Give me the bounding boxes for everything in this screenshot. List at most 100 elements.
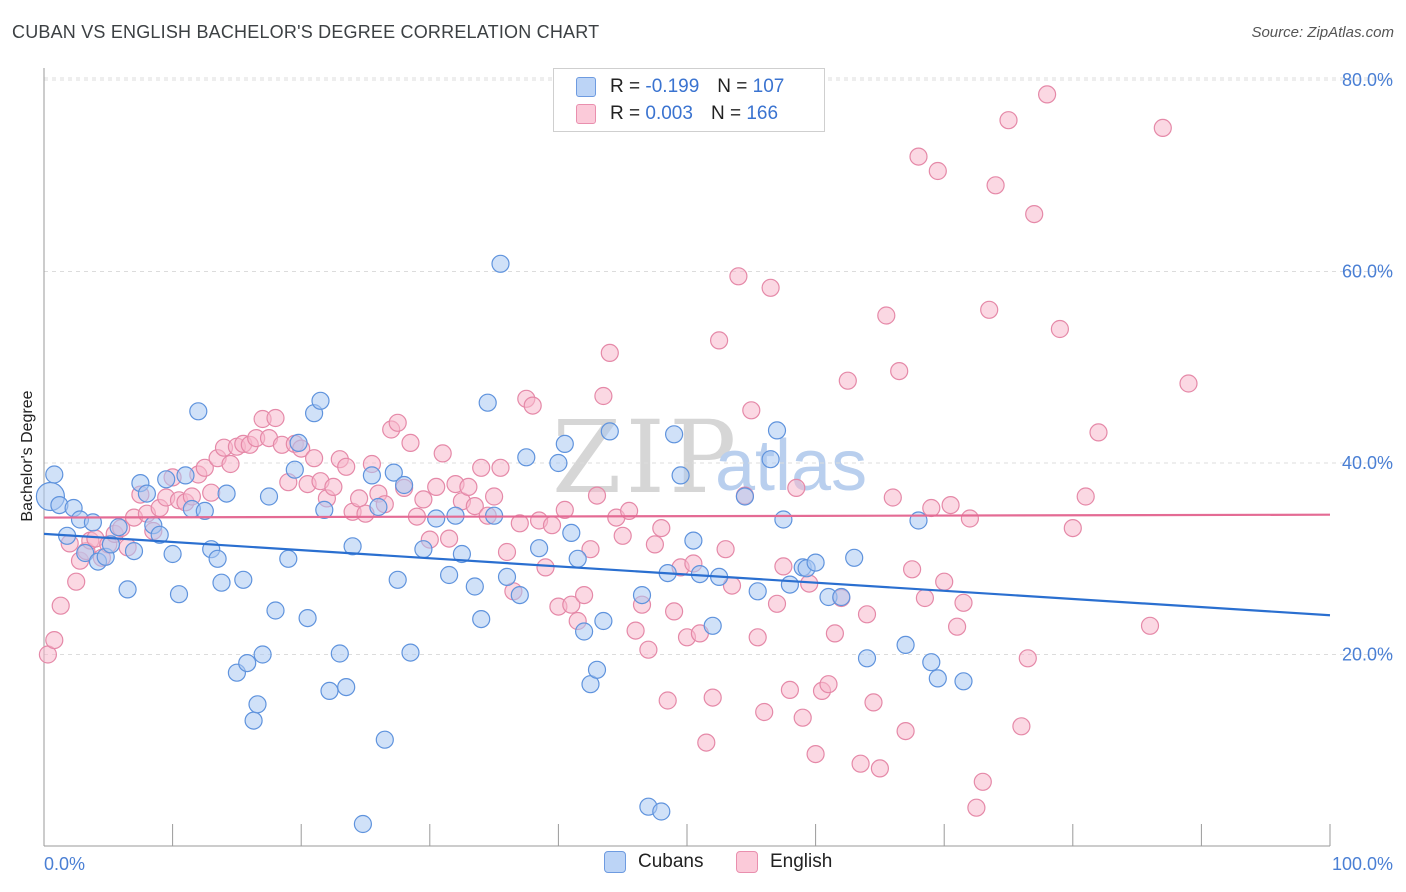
cuban-point bbox=[45, 465, 64, 484]
cuban-point bbox=[315, 500, 334, 519]
cuban-point bbox=[289, 433, 308, 452]
english-point bbox=[1153, 118, 1172, 138]
english-point bbox=[967, 798, 986, 817]
series-legend: Cubans English bbox=[0, 851, 1406, 879]
cuban-point bbox=[510, 585, 529, 605]
english-point bbox=[427, 477, 446, 496]
stats-legend: R = -0.199 N = 107 R = 0.003 N = 166 bbox=[553, 68, 825, 132]
english-point bbox=[909, 147, 928, 166]
english-point bbox=[472, 458, 491, 477]
english-point bbox=[587, 486, 607, 505]
cuban-point bbox=[234, 570, 253, 589]
cuban-point bbox=[124, 541, 144, 561]
english-point bbox=[491, 458, 510, 477]
legend-item-cubans[interactable]: Cubans bbox=[604, 851, 704, 873]
x-tick-label-min: 0.0% bbox=[44, 854, 85, 874]
watermark: ZIP atlas bbox=[552, 399, 867, 516]
english-point bbox=[748, 628, 767, 647]
english-point bbox=[883, 488, 902, 507]
legend-item-english[interactable]: English bbox=[736, 851, 832, 873]
english-point bbox=[870, 759, 890, 778]
english-point bbox=[510, 514, 529, 533]
english-point bbox=[433, 444, 452, 463]
cuban-point bbox=[109, 518, 128, 537]
legend-r-label: R = bbox=[610, 103, 641, 124]
english-point bbox=[465, 497, 484, 516]
cuban-point bbox=[388, 570, 407, 589]
english-point bbox=[1012, 717, 1031, 736]
cuban-point bbox=[600, 422, 619, 441]
legend-n-label: N = bbox=[717, 76, 748, 97]
cuban-point bbox=[549, 453, 568, 473]
english-point bbox=[652, 518, 671, 538]
english-point bbox=[485, 487, 504, 506]
cuban-point bbox=[118, 580, 137, 599]
cuban-point bbox=[465, 577, 484, 596]
cuban-point bbox=[780, 575, 800, 594]
legend-n-label: N = bbox=[710, 103, 742, 124]
english-point bbox=[440, 529, 459, 548]
english-point bbox=[960, 509, 980, 528]
legend-label-cubans: Cubans bbox=[638, 851, 704, 872]
english-point bbox=[645, 535, 665, 554]
x-tick-label-max: 100.0% bbox=[1332, 854, 1393, 874]
cuban-point bbox=[703, 616, 722, 635]
cuban-point bbox=[497, 567, 517, 587]
cuban-point bbox=[212, 573, 231, 592]
cuban-point bbox=[195, 501, 214, 520]
legend-r-label: R = bbox=[610, 76, 641, 97]
english-point bbox=[626, 621, 645, 640]
cuban-point bbox=[774, 510, 793, 529]
english-point bbox=[703, 688, 722, 707]
cuban-point bbox=[362, 466, 381, 485]
english-point bbox=[780, 680, 800, 700]
english-point bbox=[414, 490, 433, 509]
english-point bbox=[915, 588, 935, 608]
cuban-point bbox=[137, 484, 156, 503]
cuban-point bbox=[279, 549, 298, 568]
y-tick-label: 80.0% bbox=[1342, 70, 1393, 90]
cuban-point bbox=[253, 645, 272, 664]
english-point bbox=[890, 362, 909, 381]
english-point bbox=[973, 772, 992, 791]
cuban-point bbox=[761, 450, 780, 469]
watermark-zip: ZIP bbox=[552, 399, 740, 516]
cuban-point bbox=[587, 660, 607, 679]
english-point bbox=[324, 477, 343, 496]
english-points bbox=[38, 85, 1198, 817]
axes bbox=[43, 68, 1331, 847]
legend-r-value-english: 0.003 bbox=[645, 103, 693, 124]
legend-swatch-english bbox=[736, 851, 758, 873]
english-point bbox=[639, 640, 658, 659]
cuban-point bbox=[427, 509, 446, 528]
english-point bbox=[787, 478, 806, 497]
english-point bbox=[697, 733, 716, 752]
cuban-point bbox=[384, 463, 403, 482]
cuban-point bbox=[922, 653, 941, 672]
cuban-point bbox=[568, 549, 587, 568]
cuban-point bbox=[767, 421, 787, 440]
cuban-point bbox=[491, 254, 510, 273]
english-point bbox=[497, 542, 517, 562]
english-point bbox=[980, 300, 999, 319]
legend-n-value-english: 166 bbox=[746, 103, 779, 124]
english-point bbox=[51, 596, 70, 615]
cuban-point bbox=[414, 540, 433, 559]
cuban-point bbox=[311, 391, 330, 410]
cuban-point bbox=[684, 531, 703, 550]
cuban-point bbox=[896, 635, 915, 655]
y-tick-label: 20.0% bbox=[1342, 645, 1393, 665]
english-point bbox=[935, 572, 954, 591]
legend-swatch-english bbox=[576, 104, 596, 124]
cuban-point bbox=[176, 466, 195, 485]
cuban-point bbox=[259, 487, 279, 506]
trendline-cubans bbox=[43, 532, 1331, 617]
cuban-point bbox=[472, 609, 491, 629]
cuban-point bbox=[478, 393, 497, 412]
cuban-point bbox=[671, 466, 690, 485]
english-point bbox=[767, 594, 787, 613]
english-point bbox=[928, 161, 947, 181]
chart-title: CUBAN VS ENGLISH BACHELOR'S DEGREE CORRE… bbox=[12, 22, 600, 42]
cuban-point bbox=[320, 681, 339, 701]
cuban-point bbox=[189, 402, 208, 421]
